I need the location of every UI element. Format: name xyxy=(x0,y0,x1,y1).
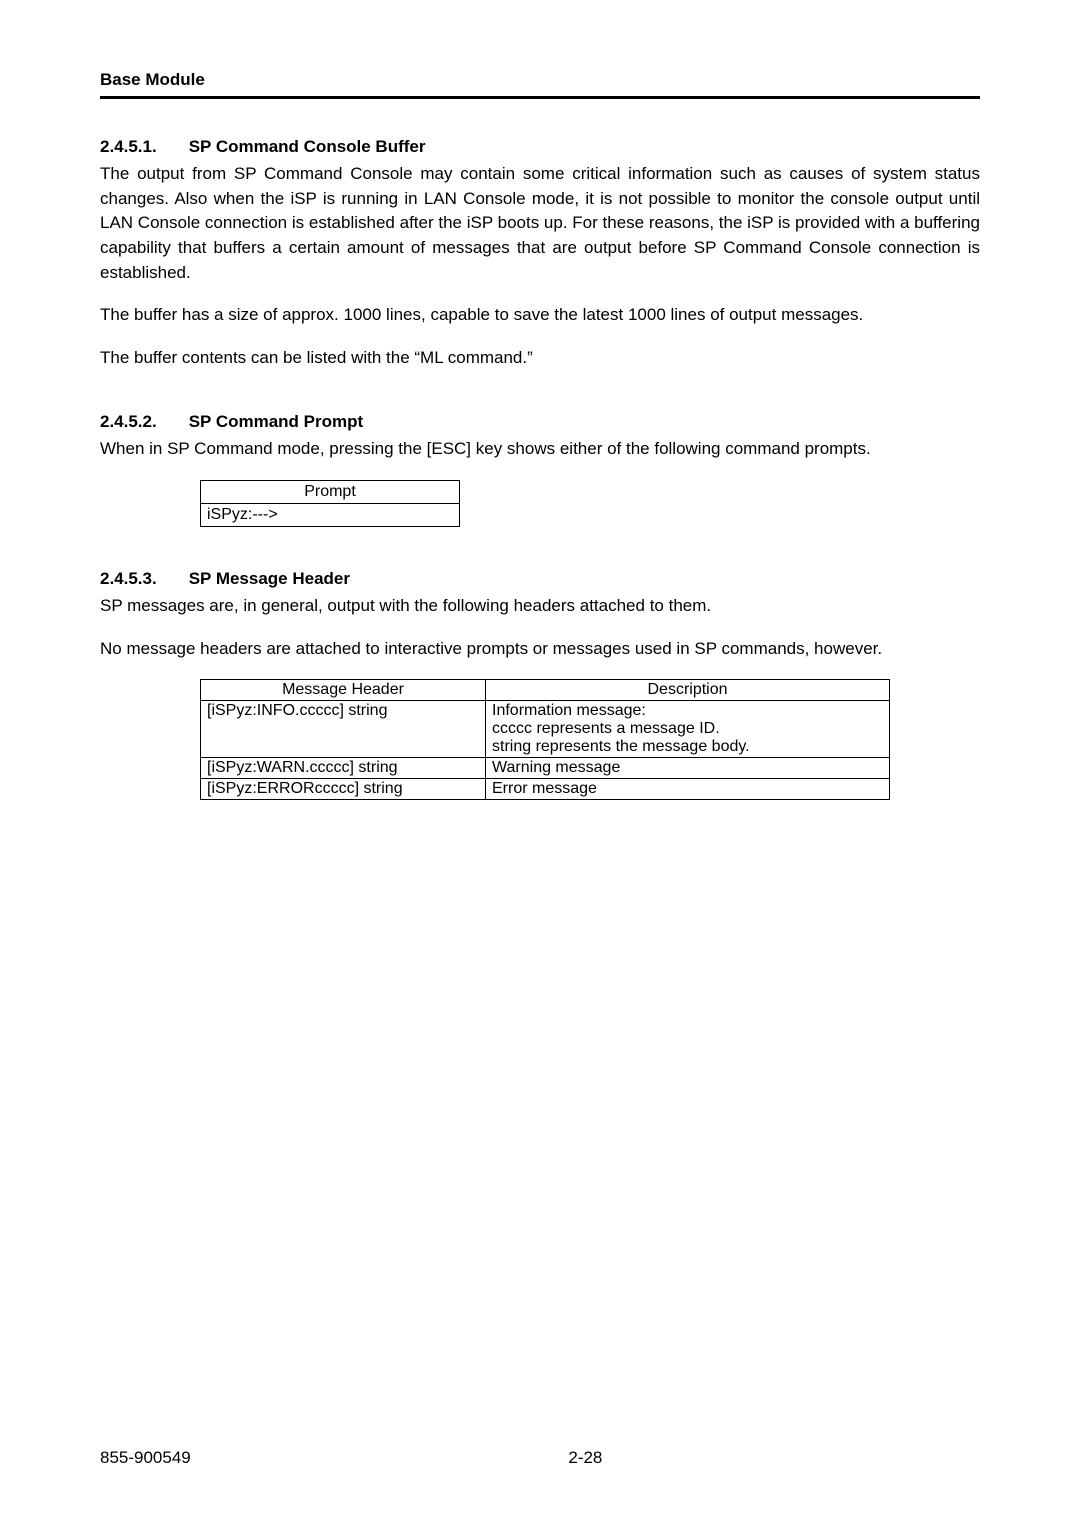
section-title-1: SP Command Console Buffer xyxy=(189,137,426,156)
table-row: [iSPyz:INFO.ccccc] string Information me… xyxy=(201,701,890,758)
msg-row3-desc: Error message xyxy=(486,779,890,800)
footer-doc-number: 855-900549 xyxy=(100,1448,191,1468)
msg-header-col1: Message Header xyxy=(201,680,486,701)
msg-header-col2: Description xyxy=(486,680,890,701)
table-header-row: Prompt xyxy=(201,481,460,504)
section-number-3: 2.4.5.3. xyxy=(100,569,157,589)
section-heading-3: 2.4.5.3. SP Message Header xyxy=(100,569,980,589)
msg-row1-header: [iSPyz:INFO.ccccc] string xyxy=(201,701,486,758)
message-header-table-container: Message Header Description [iSPyz:INFO.c… xyxy=(200,679,980,800)
paragraph-s3-2: No message headers are attached to inter… xyxy=(100,637,980,662)
page-header: Base Module xyxy=(100,70,980,99)
section-number-2: 2.4.5.2. xyxy=(100,412,157,432)
message-header-table: Message Header Description [iSPyz:INFO.c… xyxy=(200,679,890,800)
section-title-3: SP Message Header xyxy=(189,569,350,588)
table-row: [iSPyz:ERRORccccc] string Error message xyxy=(201,779,890,800)
msg-row2-desc: Warning message xyxy=(486,758,890,779)
paragraph-s3-1: SP messages are, in general, output with… xyxy=(100,594,980,619)
prompt-table-container: Prompt iSPyz:---> xyxy=(200,480,980,527)
header-title-text: Base Module xyxy=(100,70,205,89)
msg-row3-header: [iSPyz:ERRORccccc] string xyxy=(201,779,486,800)
section-heading-2: 2.4.5.2. SP Command Prompt xyxy=(100,412,980,432)
prompt-table: Prompt iSPyz:---> xyxy=(200,480,460,527)
paragraph-s1-2: The buffer has a size of approx. 1000 li… xyxy=(100,303,980,328)
msg-row1-desc: Information message: ccccc represents a … xyxy=(486,701,890,758)
section-number-1: 2.4.5.1. xyxy=(100,137,157,157)
prompt-value-cell: iSPyz:---> xyxy=(201,504,460,527)
section-heading-1: 2.4.5.1. SP Command Console Buffer xyxy=(100,137,980,157)
prompt-header-cell: Prompt xyxy=(201,481,460,504)
section-title-2: SP Command Prompt xyxy=(189,412,363,431)
page-footer: 855-900549 2-28 xyxy=(100,1448,980,1468)
table-row: iSPyz:---> xyxy=(201,504,460,527)
msg-row2-header: [iSPyz:WARN.ccccc] string xyxy=(201,758,486,779)
table-header-row: Message Header Description xyxy=(201,680,890,701)
table-row: [iSPyz:WARN.ccccc] string Warning messag… xyxy=(201,758,890,779)
paragraph-s2-1: When in SP Command mode, pressing the [E… xyxy=(100,437,980,462)
paragraph-s1-1: The output from SP Command Console may c… xyxy=(100,162,980,285)
paragraph-s1-3: The buffer contents can be listed with t… xyxy=(100,346,980,371)
footer-page-number: 2-28 xyxy=(100,1448,980,1468)
